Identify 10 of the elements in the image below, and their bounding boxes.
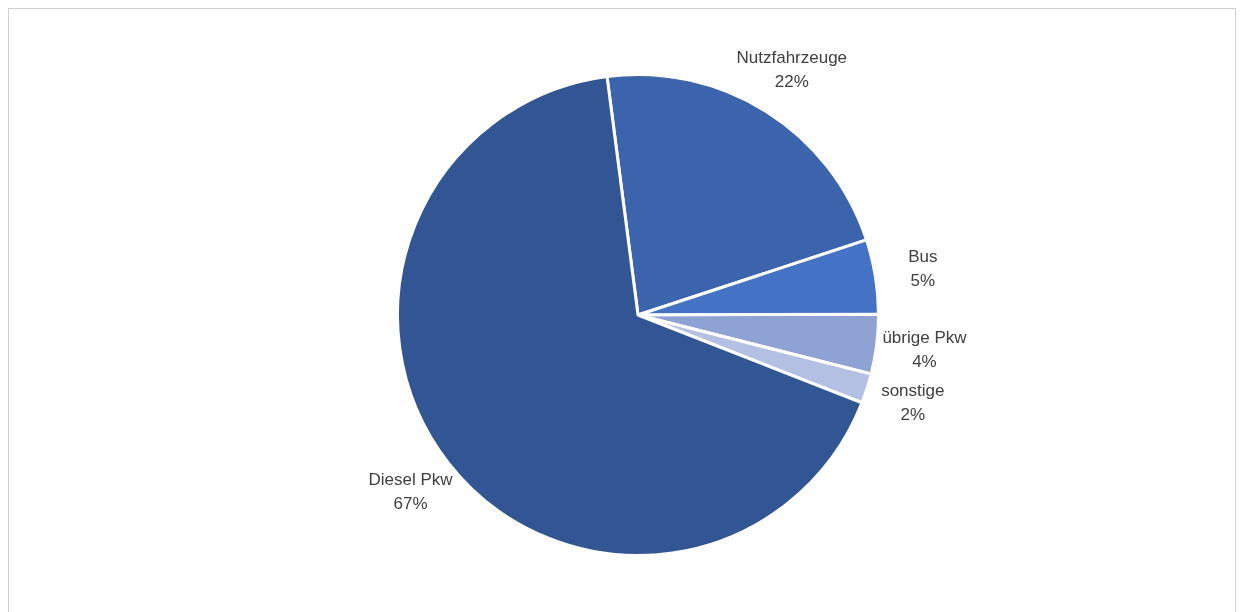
data-label: 67% [393, 494, 428, 514]
slice-label: Diesel Pkw [368, 470, 454, 490]
slice-label: sonstige [881, 380, 945, 400]
slice-label: Nutzfahrzeuge [736, 48, 848, 68]
data-label: 2% [900, 404, 926, 424]
slice-label: Bus [908, 246, 938, 266]
data-label: 5% [910, 270, 936, 290]
slice-label: übrige Pkw [882, 327, 968, 347]
data-label: 4% [912, 351, 937, 371]
data-label: 22% [774, 72, 809, 92]
